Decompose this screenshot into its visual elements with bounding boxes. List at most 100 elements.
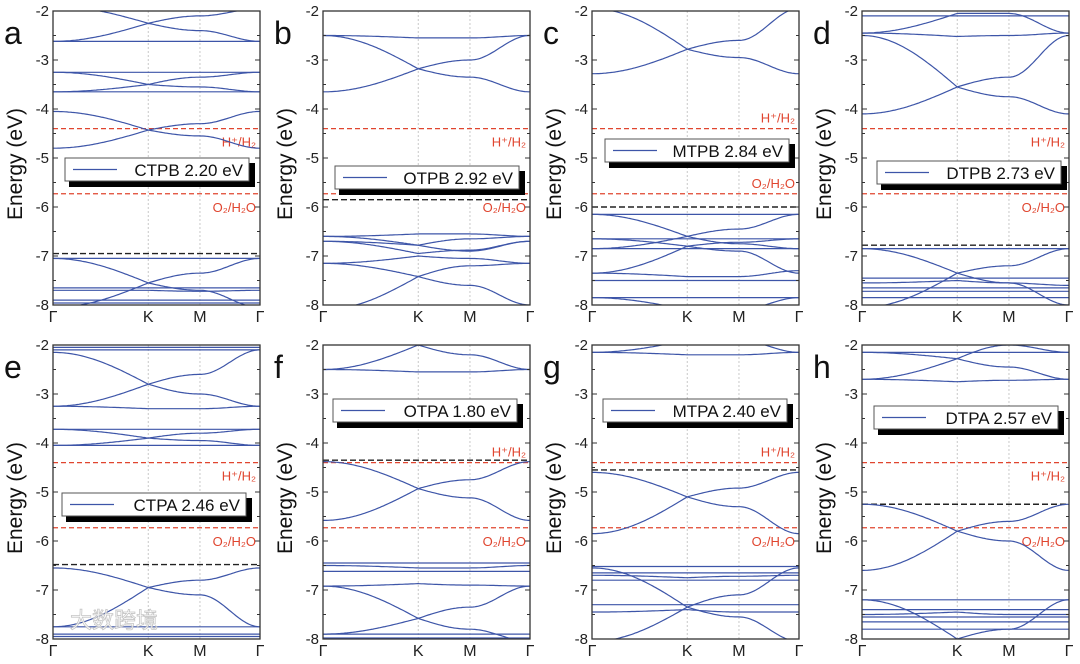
- band-line: [323, 461, 530, 521]
- band-line: [862, 12, 1069, 34]
- legend-label: MTPB 2.84 eV: [672, 142, 783, 161]
- y-tick-label: -3: [306, 386, 319, 403]
- y-tick-label: -7: [575, 248, 588, 265]
- y-tick-label: -6: [845, 533, 858, 550]
- x-tick-label: Γ: [795, 643, 804, 660]
- x-tick-label: M: [1002, 643, 1015, 660]
- panel-letter: f: [274, 349, 283, 385]
- x-tick-label: M: [1002, 309, 1015, 326]
- legend: MTPB 2.84 eV: [604, 138, 795, 168]
- y-tick-label: -6: [575, 533, 588, 550]
- legend-label: CTPA 2.46 eV: [134, 496, 241, 515]
- y-tick-label: -7: [845, 248, 858, 265]
- band-line: [354, 262, 530, 305]
- x-tick-label: M: [463, 309, 476, 326]
- panel-letter: a: [4, 15, 22, 51]
- y-tick-label: -5: [36, 484, 49, 501]
- band-line: [53, 71, 260, 93]
- x-tick-label: Γ: [1065, 309, 1074, 326]
- h-label: H⁺/H₂: [1031, 135, 1065, 150]
- band-line: [592, 270, 799, 278]
- y-tick-label: -6: [36, 199, 49, 216]
- x-tick-label: M: [193, 643, 206, 660]
- y-tick-label: -2: [575, 337, 588, 354]
- x-tick-label: Γ: [795, 309, 804, 326]
- y-tick-label: -3: [845, 52, 858, 69]
- o-label: O₂/H₂O: [483, 534, 526, 549]
- o-label: O₂/H₂O: [752, 534, 795, 549]
- band-line: [592, 245, 799, 274]
- x-tick-label: K: [682, 309, 693, 326]
- band-line: [53, 428, 260, 446]
- y-axis-label: Energy (eV): [274, 108, 297, 220]
- band-line: [862, 279, 1069, 286]
- x-tick-label: M: [193, 309, 206, 326]
- legend-box: [602, 398, 788, 423]
- y-tick-label: -5: [306, 484, 319, 501]
- band-line: [323, 582, 530, 587]
- y-tick-label: -4: [845, 101, 858, 118]
- legend-box: [873, 405, 1059, 430]
- band-line: [53, 289, 260, 292]
- y-tick-label: -4: [306, 101, 319, 118]
- x-tick-label: Γ: [858, 309, 867, 326]
- panel-letter: g: [543, 349, 561, 385]
- x-tick-label: Γ: [49, 309, 58, 326]
- band-line: [862, 503, 1069, 571]
- y-tick-label: -7: [306, 248, 319, 265]
- y-tick-label: -8: [306, 631, 319, 648]
- band-line: [53, 257, 248, 305]
- band-line: [53, 110, 260, 149]
- band-line: [323, 564, 530, 569]
- band-line: [53, 11, 240, 42]
- panel-letter: d: [813, 15, 831, 51]
- y-axis-label: Energy (eV): [4, 442, 27, 554]
- panel-letter: h: [813, 349, 831, 385]
- legend: CTPB 2.20 eV: [64, 157, 255, 187]
- h-label: H⁺/H₂: [492, 445, 526, 460]
- band-line: [882, 248, 1069, 305]
- band-line: [323, 262, 530, 305]
- y-tick-label: -4: [845, 435, 858, 452]
- y-tick-label: -8: [36, 631, 49, 648]
- band-line: [862, 345, 1069, 380]
- legend: DTPA 2.57 eV: [873, 405, 1064, 435]
- band-line: [592, 11, 790, 75]
- x-tick-label: M: [732, 643, 745, 660]
- band-line: [53, 405, 260, 410]
- legend-box: [604, 138, 790, 163]
- y-tick-label: -2: [306, 3, 319, 20]
- band-line: [53, 567, 260, 628]
- o-label: O₂/H₂O: [483, 200, 526, 215]
- o-label: O₂/H₂O: [1022, 534, 1065, 549]
- band-line: [323, 345, 530, 371]
- band-line: [323, 235, 530, 246]
- y-tick-label: -8: [306, 297, 319, 314]
- y-tick-label: -8: [36, 297, 49, 314]
- y-tick-label: -3: [36, 386, 49, 403]
- x-tick-label: Γ: [1065, 643, 1074, 660]
- band-line: [323, 233, 530, 237]
- legend-label: OTPB 2.92 eV: [403, 169, 513, 188]
- y-tick-label: -4: [36, 101, 49, 118]
- y-tick-label: -5: [575, 484, 588, 501]
- y-axis-label: Energy (eV): [4, 108, 27, 220]
- y-tick-label: -5: [36, 150, 49, 167]
- y-tick-label: -6: [575, 199, 588, 216]
- legend-label: CTPB 2.20 eV: [134, 161, 243, 180]
- x-tick-label: M: [732, 309, 745, 326]
- band-line: [53, 110, 260, 149]
- watermark: 大数跨境: [70, 608, 158, 633]
- plot-frame: [52, 344, 261, 640]
- o-label: O₂/H₂O: [213, 200, 256, 215]
- plot-frame: [591, 344, 800, 640]
- x-tick-label: Γ: [588, 309, 597, 326]
- band-line: [612, 567, 799, 639]
- x-tick-label: Γ: [588, 643, 597, 660]
- band-line: [53, 567, 260, 628]
- y-tick-label: -5: [845, 150, 858, 167]
- y-tick-label: -8: [845, 297, 858, 314]
- y-tick-label: -2: [36, 3, 49, 20]
